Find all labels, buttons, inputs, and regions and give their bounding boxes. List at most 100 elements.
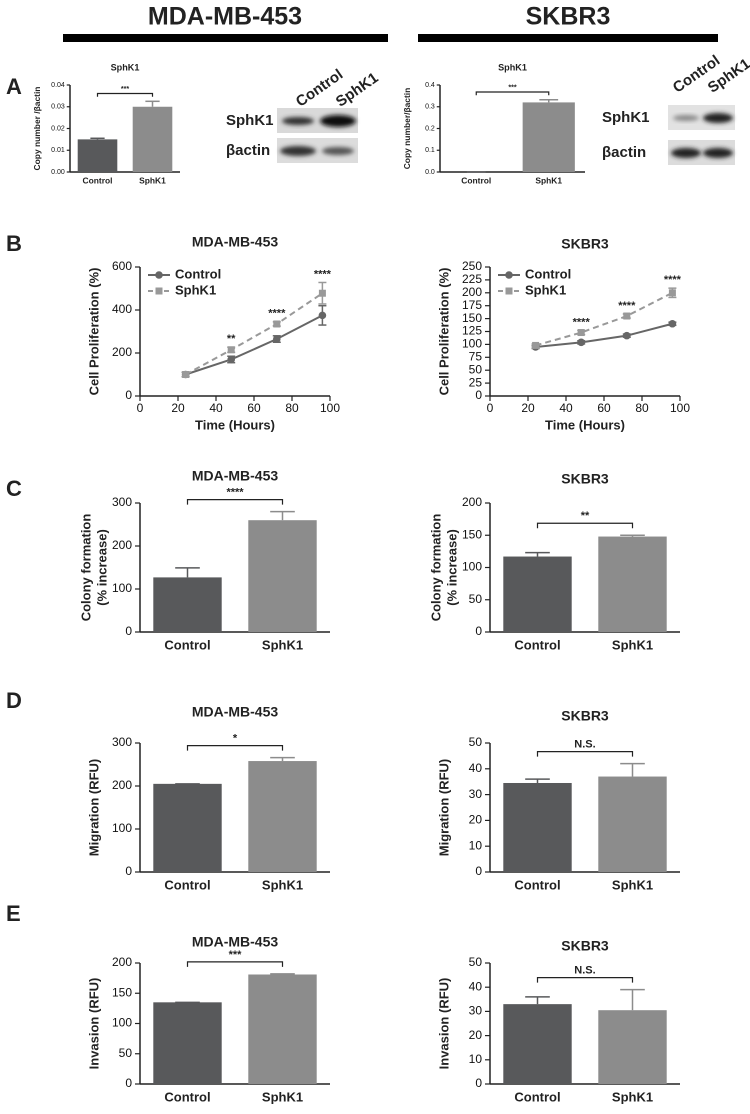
x-tick-label: 20 [171,401,185,415]
y-axis-label: Migration (RFU) [86,759,101,856]
significance-label: *** [508,83,517,91]
panel-letter: B [6,231,22,256]
x-tick-label: Control [83,175,113,185]
marker [577,338,585,347]
bar [77,139,118,172]
y-tick-label: 200 [462,495,482,509]
y-tick-label: 50 [469,592,483,606]
x-tick-label: Control [514,877,560,892]
y-axis-label: Colony formation [428,514,443,622]
x-tick-label: 60 [597,401,611,415]
panel-letter: E [6,901,21,926]
chart: MDA-MB-453 0 50 100 150 200 Invasion (RFU) Cont… [86,934,330,1104]
bar [132,106,173,172]
marker [505,287,513,295]
y-tick-label: 50 [469,955,483,969]
series-line [535,322,673,348]
marker [318,289,326,297]
bar [248,520,317,632]
significance-bracket [475,91,550,96]
y-axis-label: Colony formation [78,514,93,622]
significance-label: N.S. [574,965,595,977]
y-tick-label: 100 [112,821,132,835]
bar [248,974,317,1084]
chart: SKBR3 0 10 20 30 40 50 Invasion (RFU) Control Sph… [436,938,680,1104]
x-tick-label: SphK1 [262,637,303,652]
y-tick-label: 40 [469,761,483,775]
series-line [185,314,323,376]
chart-title: MDA-MB-453 [192,704,279,720]
y-tick-label: 20 [469,1028,483,1042]
y-tick-label: 100 [112,1016,132,1030]
y-tick-label: 0 [475,388,482,402]
y-axis-label: Cell Proliferation (%) [86,268,101,396]
x-tick-label: Control [514,637,560,652]
blot-band [703,148,733,158]
y-tick-label: 200 [462,285,482,299]
marker [623,312,631,320]
chart-title: MDA-MB-453 [192,468,279,484]
y-tick-label: 10 [469,1052,483,1066]
legend-label: Control [175,266,221,281]
marker [182,371,190,378]
annotation: **** [573,316,591,328]
y-tick-label: 30 [469,1004,483,1018]
blot-band [322,147,354,155]
chart-title: SKBR3 [561,708,609,724]
marker [273,335,281,343]
bar [248,761,317,872]
panel-letter: A [6,74,22,99]
significance-label: N.S. [574,739,595,751]
legend-label: SphK1 [525,282,566,297]
y-tick-label: 0.03 [51,104,65,111]
marker [577,329,585,337]
bar [503,556,572,632]
y-axis-label: Copy number/βactin [402,88,412,170]
x-tick-label: SphK1 [612,877,653,892]
y-tick-label: 50 [119,1046,133,1060]
significance-bracket [536,522,634,529]
x-tick-label: 80 [285,401,299,415]
marker [155,271,163,279]
x-tick-label: SphK1 [612,637,653,652]
y-tick-label: 0.1 [425,147,435,154]
y-tick-label: 0.01 [51,147,65,154]
marker [623,331,631,340]
y-tick-label: 0.0 [425,169,435,176]
y-axis-label: Invasion (RFU) [436,978,451,1070]
y-tick-label: 150 [112,985,132,999]
chart-title: SphK1 [498,62,527,72]
y-tick-label: 0.2 [425,125,435,132]
x-tick-label: 20 [521,401,535,415]
y-tick-label: 20 [469,813,483,827]
annotation: ** [227,333,236,345]
significance-label: ** [581,510,590,522]
bar [153,577,222,632]
chart: SKBR3 0 10 20 30 40 50 Migration (RFU) Control Sp… [436,708,680,892]
marker [668,319,677,328]
y-axis-label: (% increase) [444,529,459,606]
significance-label: *** [121,85,130,93]
y-tick-label: 0 [475,864,482,878]
y-tick-label: 0.00 [51,169,65,176]
chart: MDA-MB-453 0 100 200 300 Migration (RFU) Contr… [86,704,330,892]
y-tick-label: 0 [125,388,132,402]
y-tick-label: 200 [112,955,132,969]
series-line [185,292,323,376]
western-blot: Control SphK1 SphK1 βactin [226,66,381,163]
marker [318,311,327,320]
y-tick-label: 0.04 [51,82,65,89]
chart-title: SKBR3 [561,938,609,954]
row-label: SphK1 [602,109,650,126]
marker [227,346,235,354]
significance-label: *** [229,949,243,961]
chart: SphK1 0.0 0.1 0.2 0.3 0.4 Copy number/βactin Co… [402,62,585,185]
header-rule [63,34,388,42]
chart-title: SKBR3 [561,471,609,487]
y-tick-label: 25 [469,375,483,389]
y-axis-label: (% increase) [94,529,109,606]
blot-band [282,117,314,125]
bar [153,1002,222,1084]
